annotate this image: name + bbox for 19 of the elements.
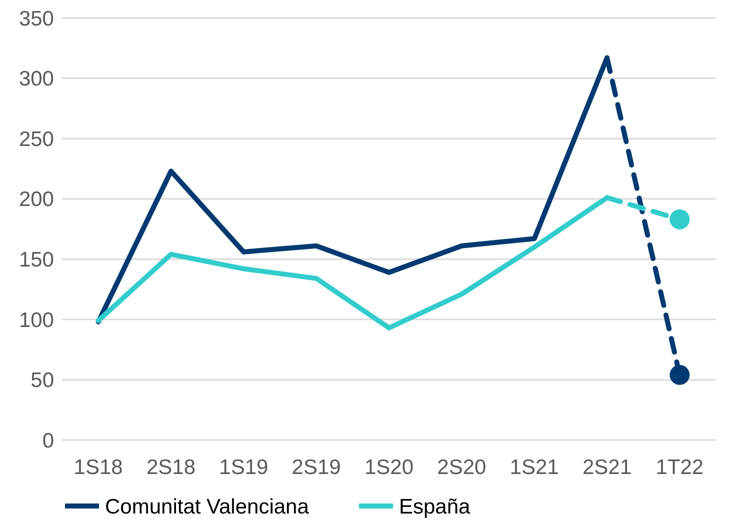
x-tick-label: 1S18 <box>74 456 123 479</box>
y-tick-label: 100 <box>18 308 54 332</box>
x-tick-label: 1S21 <box>510 456 559 479</box>
x-tick-label: 1T22 <box>656 456 704 479</box>
y-tick-label: 0 <box>42 429 54 452</box>
x-tick-label: 2S21 <box>582 456 632 479</box>
x-tick-label: 1S19 <box>219 456 268 479</box>
x-tick-label: 2S19 <box>292 456 341 479</box>
x-tick-label: 2S20 <box>437 456 486 479</box>
y-tick-label: 200 <box>18 188 54 212</box>
y-tick-label: 350 <box>18 7 54 30</box>
x-tick-label: 1S20 <box>364 456 414 479</box>
x-tick-label: 2S18 <box>146 456 196 479</box>
legend-label: España <box>399 495 471 518</box>
y-tick-label: 250 <box>18 128 54 151</box>
y-tick-label: 300 <box>18 68 54 91</box>
legend-label: Comunitat Valenciana <box>105 495 310 518</box>
y-tick-label: 150 <box>18 248 54 272</box>
y-tick-label: 50 <box>30 369 54 392</box>
